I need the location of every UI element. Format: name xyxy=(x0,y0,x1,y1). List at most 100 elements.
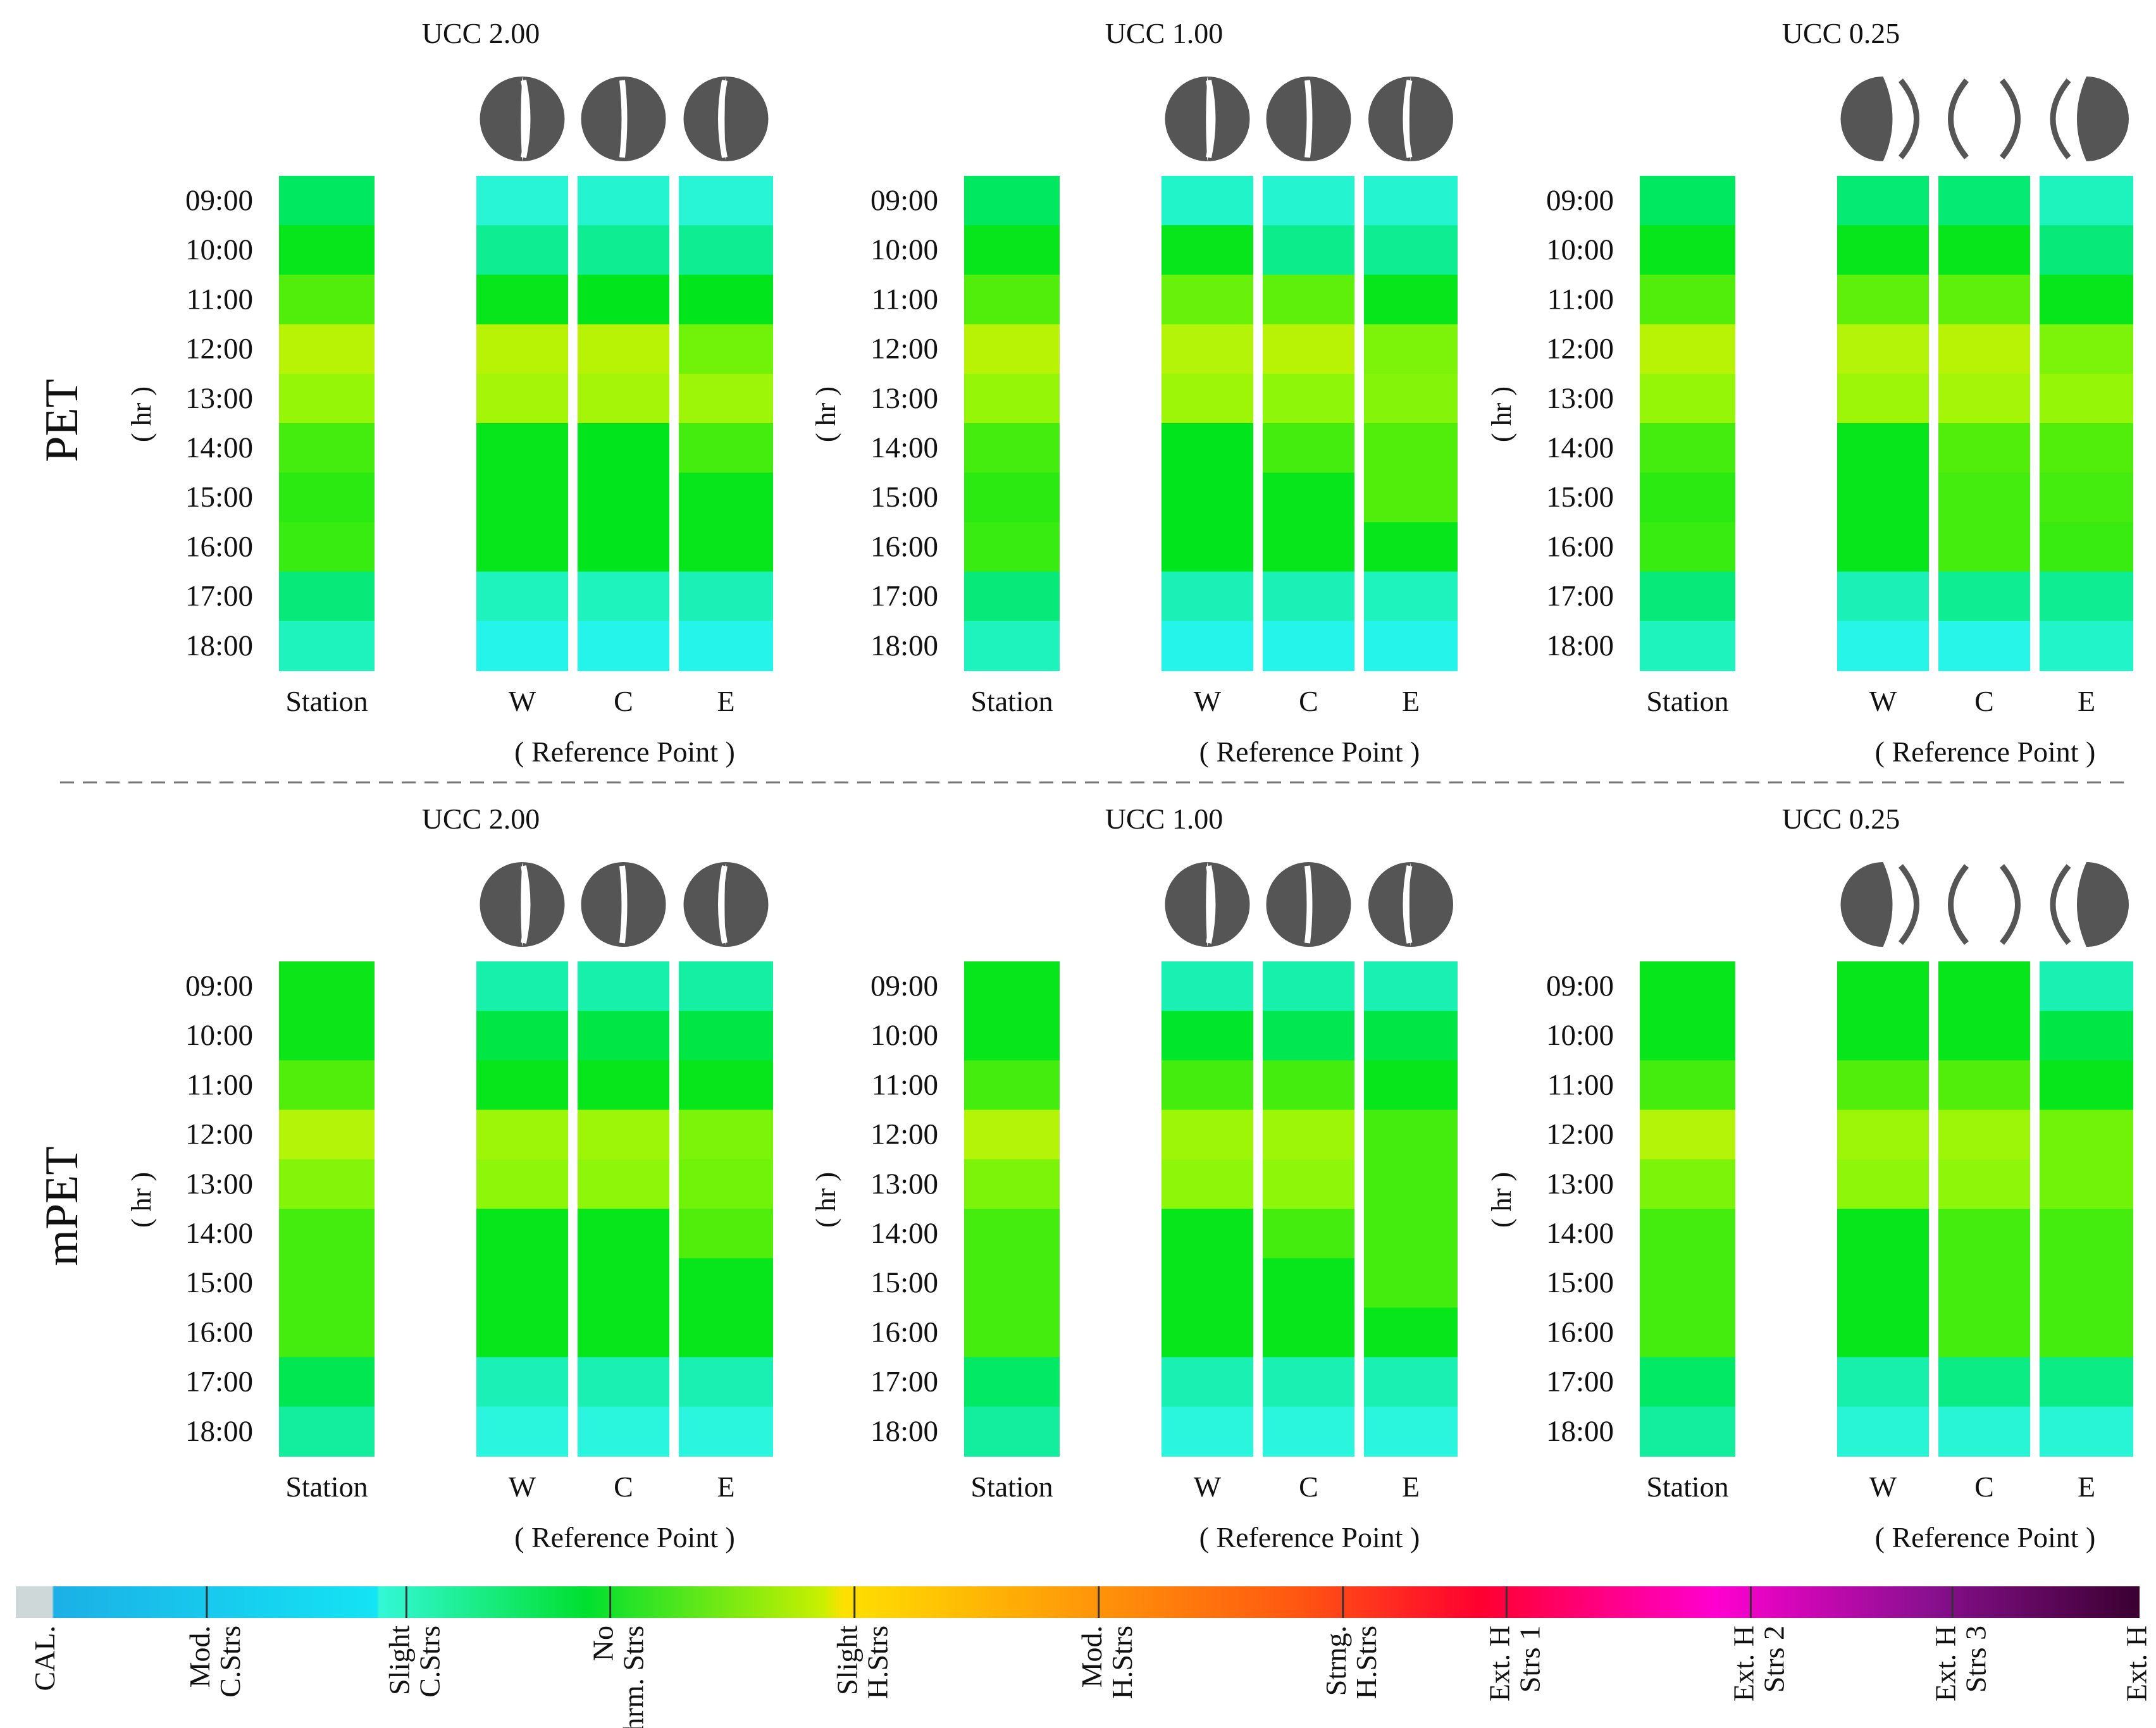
heat-cell-W xyxy=(1162,961,1253,1012)
time-label: 12:00 xyxy=(185,1118,253,1151)
time-label: 17:00 xyxy=(870,580,938,613)
reference-point-label: ( Reference Point ) xyxy=(1875,736,2096,768)
time-label: 13:00 xyxy=(185,1168,253,1200)
time-label: 13:00 xyxy=(870,382,938,415)
point-label-W: W xyxy=(1869,685,1897,717)
time-label: 09:00 xyxy=(185,184,253,217)
time-label: 12:00 xyxy=(1546,1118,1614,1151)
colorbar-label-line: C.Strs xyxy=(413,1626,445,1698)
point-column-E xyxy=(679,176,773,671)
point-label-E: E xyxy=(717,685,734,717)
station-column xyxy=(964,176,1060,671)
heat-cell-C xyxy=(578,620,669,671)
heat-cell-W xyxy=(1837,961,1929,1012)
panel-title: UCC 0.25 xyxy=(1782,17,1900,49)
panel-PET-3: UCC 0.25 09:00 10:00 11:00 12:00 13:00 14:00 15… xyxy=(1486,17,2133,768)
colorbar-label-line: CAL. xyxy=(28,1626,61,1691)
heat-cell-E xyxy=(1364,373,1458,424)
heat-cell-C xyxy=(1938,1406,2030,1457)
time-label: 15:00 xyxy=(185,481,253,514)
heatmap-rows: PET UCC 2.00 09:00 10:00 11:00 12:00 13:00 14:0… xyxy=(36,17,2133,1553)
reference-point-label: ( Reference Point ) xyxy=(1199,736,1420,768)
heat-cell-station xyxy=(279,373,375,424)
heat-cell-W xyxy=(476,225,568,276)
heat-cell-E xyxy=(2040,1258,2133,1309)
heat-cell-C xyxy=(1938,1011,2030,1061)
hour-axis-label: ( hr ) xyxy=(810,1172,841,1228)
heat-cell-W xyxy=(1162,275,1253,325)
heat-cell-C xyxy=(578,324,669,374)
heat-cell-W xyxy=(1162,1258,1253,1309)
heat-cell-station xyxy=(279,275,375,325)
heat-cell-W xyxy=(1837,1060,1929,1111)
heat-cell-station xyxy=(279,1011,375,1061)
time-label: 11:00 xyxy=(872,1068,938,1101)
point-column-C xyxy=(1263,961,1354,1457)
heat-cell-station xyxy=(964,1258,1060,1309)
heat-cell-C xyxy=(1263,961,1354,1012)
time-label: 09:00 xyxy=(1546,970,1614,1003)
heat-cell-C xyxy=(1938,1209,2030,1259)
time-label: 18:00 xyxy=(1546,1415,1614,1448)
time-label: 15:00 xyxy=(870,481,938,514)
heat-cell-station xyxy=(1640,176,1735,226)
heat-cell-W xyxy=(1162,176,1253,226)
heat-cell-W xyxy=(476,1258,568,1309)
heat-cell-C xyxy=(1938,522,2030,572)
time-label: 10:00 xyxy=(870,233,938,266)
heat-cell-station xyxy=(1640,1109,1735,1160)
time-label: 15:00 xyxy=(1546,1266,1614,1299)
heat-cell-E xyxy=(1364,1159,1458,1209)
time-label: 10:00 xyxy=(1546,233,1614,266)
heat-cell-W xyxy=(1837,1109,1929,1160)
heat-cell-station xyxy=(964,1209,1060,1259)
colorbar-gradient xyxy=(16,1586,2140,1618)
time-label: 12:00 xyxy=(1546,333,1614,366)
orientation-W-icon xyxy=(1165,862,1250,947)
heat-cell-W xyxy=(1162,373,1253,424)
point-column-E xyxy=(2040,961,2133,1457)
time-label: 15:00 xyxy=(185,1266,253,1299)
time-label: 14:00 xyxy=(1546,431,1614,464)
point-column-W xyxy=(1162,176,1253,671)
colorbar-label-line: Strs 4 xyxy=(2150,1626,2156,1693)
heat-cell-C xyxy=(1938,373,2030,424)
heat-cell-E xyxy=(1364,620,1458,671)
heat-cell-E xyxy=(679,225,773,276)
time-label: 12:00 xyxy=(870,333,938,366)
panel-mPET-3: UCC 0.25 09:00 10:00 11:00 12:00 13:00 14:00 15… xyxy=(1486,803,2133,1553)
time-label: 10:00 xyxy=(870,1019,938,1052)
time-label: 09:00 xyxy=(185,970,253,1003)
heat-cell-E xyxy=(2040,176,2133,226)
reference-point-label: ( Reference Point ) xyxy=(514,1521,735,1553)
heat-cell-E xyxy=(1364,1060,1458,1111)
time-label: 18:00 xyxy=(1546,629,1614,662)
heat-cell-C xyxy=(1263,373,1354,424)
time-label: 14:00 xyxy=(185,431,253,464)
colorbar-label: Mod.H.Strs xyxy=(1075,1626,1138,1699)
heat-cell-E xyxy=(2040,1011,2133,1061)
heat-cell-W xyxy=(1162,472,1253,523)
heat-cell-E xyxy=(1364,324,1458,374)
time-label: 16:00 xyxy=(870,1316,938,1348)
heat-cell-station xyxy=(1640,1209,1735,1259)
heat-cell-station xyxy=(279,1209,375,1259)
heat-cell-station xyxy=(964,423,1060,474)
heat-cell-E xyxy=(679,176,773,226)
heat-cell-E xyxy=(679,423,773,474)
heat-cell-E xyxy=(2040,1060,2133,1111)
heat-cell-W xyxy=(476,1060,568,1111)
heat-cell-W xyxy=(1837,423,1929,474)
heat-cell-C xyxy=(578,472,669,523)
heat-cell-C xyxy=(1263,1109,1354,1160)
time-label: 10:00 xyxy=(185,233,253,266)
orientation-C-icon xyxy=(581,77,666,161)
heat-cell-E xyxy=(2040,324,2133,374)
heat-cell-station xyxy=(1640,1159,1735,1209)
heat-cell-C xyxy=(1938,1357,2030,1407)
panel-mPET-2: UCC 1.00 09:00 10:00 11:00 12:00 13:00 14:00 15… xyxy=(810,803,1458,1553)
time-label: 10:00 xyxy=(185,1019,253,1052)
time-label: 16:00 xyxy=(185,1316,253,1348)
heat-cell-W xyxy=(476,1357,568,1407)
